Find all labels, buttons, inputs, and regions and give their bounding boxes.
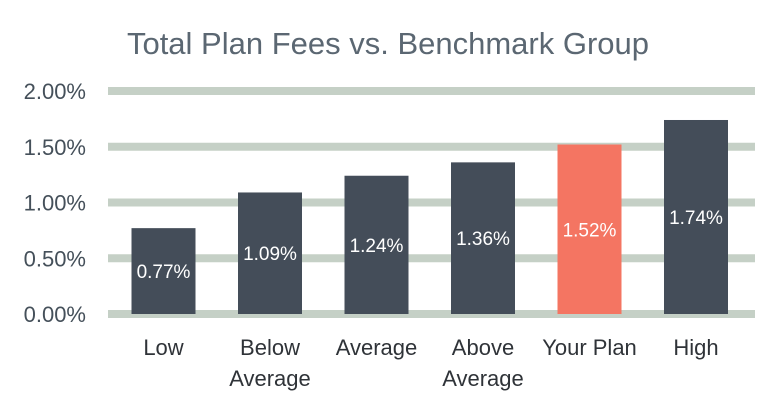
chart-title: Total Plan Fees vs. Benchmark Group <box>127 26 649 61</box>
x-tick-label: Average <box>229 366 311 391</box>
bar <box>344 175 409 314</box>
data-labels: 0.77% 1.09% 1.24% 1.36% 1.52% 1.74% <box>137 208 723 283</box>
bar <box>238 192 302 314</box>
data-label: 1.24% <box>350 236 404 257</box>
bar <box>131 228 196 314</box>
x-tick-label: Below <box>240 335 300 360</box>
bar <box>664 119 728 315</box>
data-label: 1.74% <box>669 208 723 229</box>
bars <box>131 119 728 315</box>
y-tick-label: 0.50% <box>24 246 86 271</box>
bar <box>451 162 515 314</box>
x-tick-label: High <box>673 335 718 360</box>
y-tick-label: 1.00% <box>24 191 86 216</box>
x-tick-label: Above <box>452 335 514 360</box>
gridlines <box>108 87 755 318</box>
y-axis-ticks: 0.00% 0.50% 1.00% 1.50% 2.00% <box>24 79 86 327</box>
data-label: 0.77% <box>137 262 191 283</box>
x-axis-ticks: Low Below Average Average Above Average Your P… <box>143 335 718 391</box>
y-tick-label: 1.50% <box>24 135 86 160</box>
x-tick-label: Average <box>336 335 418 360</box>
data-label: 1.36% <box>456 229 510 250</box>
y-tick-label: 0.00% <box>24 302 86 327</box>
y-tick-label: 2.00% <box>24 79 86 104</box>
x-tick-label: Your Plan <box>542 335 637 360</box>
x-tick-label: Low <box>143 335 183 360</box>
data-label: 1.09% <box>243 244 297 265</box>
bar <box>557 144 622 314</box>
data-label: 1.52% <box>563 220 617 241</box>
x-tick-label: Average <box>442 366 524 391</box>
